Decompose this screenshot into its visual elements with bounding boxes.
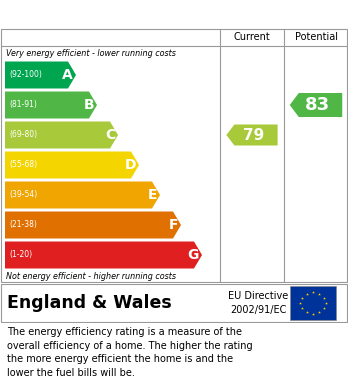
Text: Potential: Potential [294,32,338,42]
Text: (1-20): (1-20) [9,251,32,260]
Text: (21-38): (21-38) [9,221,37,230]
Text: England & Wales: England & Wales [7,294,172,312]
Polygon shape [5,242,202,269]
Text: 83: 83 [305,96,330,114]
Text: EU Directive
2002/91/EC: EU Directive 2002/91/EC [228,291,288,315]
Polygon shape [5,212,181,239]
Polygon shape [5,122,118,149]
Polygon shape [290,93,342,117]
Text: Current: Current [234,32,270,42]
Text: G: G [188,248,199,262]
Polygon shape [5,151,139,179]
Polygon shape [5,181,160,208]
Text: D: D [125,158,136,172]
Text: The energy efficiency rating is a measure of the
overall efficiency of a home. T: The energy efficiency rating is a measur… [7,327,253,378]
Text: (69-80): (69-80) [9,131,37,140]
Bar [290,286,336,320]
Text: Energy Efficiency Rating: Energy Efficiency Rating [8,7,229,22]
Text: (39-54): (39-54) [9,190,37,199]
Polygon shape [227,124,278,145]
Text: (92-100): (92-100) [9,70,42,79]
Text: A: A [62,68,73,82]
Text: 79: 79 [243,127,264,142]
Text: E: E [148,188,157,202]
Text: Very energy efficient - lower running costs: Very energy efficient - lower running co… [6,48,176,57]
Text: F: F [168,218,178,232]
Text: (81-91): (81-91) [9,100,37,109]
Polygon shape [5,91,97,118]
Text: Not energy efficient - higher running costs: Not energy efficient - higher running co… [6,272,176,281]
Text: (55-68): (55-68) [9,160,37,170]
Text: B: B [84,98,94,112]
Polygon shape [5,61,76,88]
Text: C: C [105,128,115,142]
